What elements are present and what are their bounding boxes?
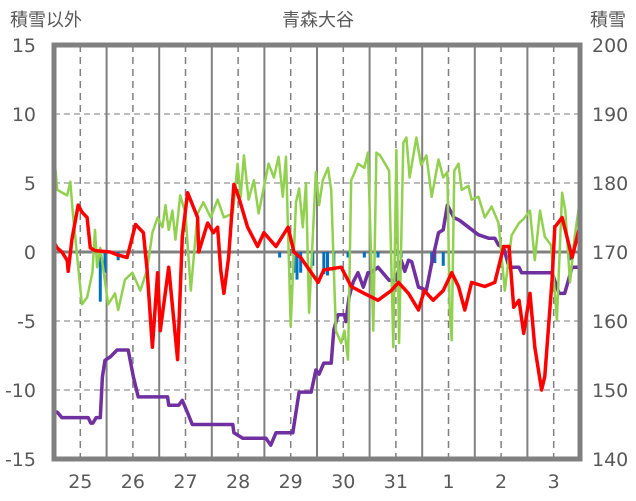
series-marks <box>52 136 582 447</box>
bar <box>103 252 107 273</box>
bar <box>98 252 102 302</box>
bar <box>278 252 282 258</box>
y-right-tick-label: 190 <box>592 104 628 126</box>
x-tick-label: 31 <box>384 471 408 493</box>
bar <box>295 252 299 280</box>
x-tick-label: 25 <box>68 471 92 493</box>
x-tick-label: 1 <box>442 471 454 493</box>
x-tick-label: 3 <box>548 471 560 493</box>
y-left-tick-label: -5 <box>17 311 36 333</box>
x-tick-label: 29 <box>279 471 303 493</box>
y-left-tick-label: 0 <box>24 242 36 264</box>
y-left-tick-label: 5 <box>24 173 36 195</box>
y-right-tick-label: 200 <box>592 35 628 57</box>
chart-title: 青森大谷 <box>282 10 354 31</box>
y-right-tick-label: 150 <box>592 380 628 402</box>
green-series-line <box>52 136 582 361</box>
y-left-tick-label: -15 <box>5 449 36 471</box>
y-right-tick-label: 170 <box>592 242 628 264</box>
bar <box>376 252 380 258</box>
y-right-tick-label: 180 <box>592 173 628 195</box>
x-tick-label: 27 <box>173 471 197 493</box>
tick-labels: 15 10 5 0 -5 -10 -15 200 190 180 170 160 150 140 25 26 2… <box>5 35 628 493</box>
y-right-tick-label: 160 <box>592 311 628 333</box>
x-tick-label: 2 <box>495 471 507 493</box>
bar <box>346 252 350 258</box>
plot-frame <box>51 42 583 462</box>
snow-depth-line <box>54 203 580 447</box>
bar <box>322 252 326 275</box>
y-left-tick-label: 10 <box>12 104 36 126</box>
x-tick-label: 28 <box>226 471 250 493</box>
y-left-tick-label: 15 <box>12 35 36 57</box>
bar <box>326 252 330 276</box>
bar <box>362 252 366 258</box>
right-axis-title: 積雪 <box>590 10 626 31</box>
x-tick-label: 26 <box>121 471 145 493</box>
y-right-tick-label: 140 <box>592 449 628 471</box>
y-left-tick-label: -10 <box>5 380 36 402</box>
bar <box>433 252 437 264</box>
bar <box>441 252 445 266</box>
x-tick-label: 30 <box>331 471 355 493</box>
bar <box>299 252 303 273</box>
red-series-line <box>52 182 581 392</box>
left-axis-title: 積雪以外 <box>10 10 82 31</box>
